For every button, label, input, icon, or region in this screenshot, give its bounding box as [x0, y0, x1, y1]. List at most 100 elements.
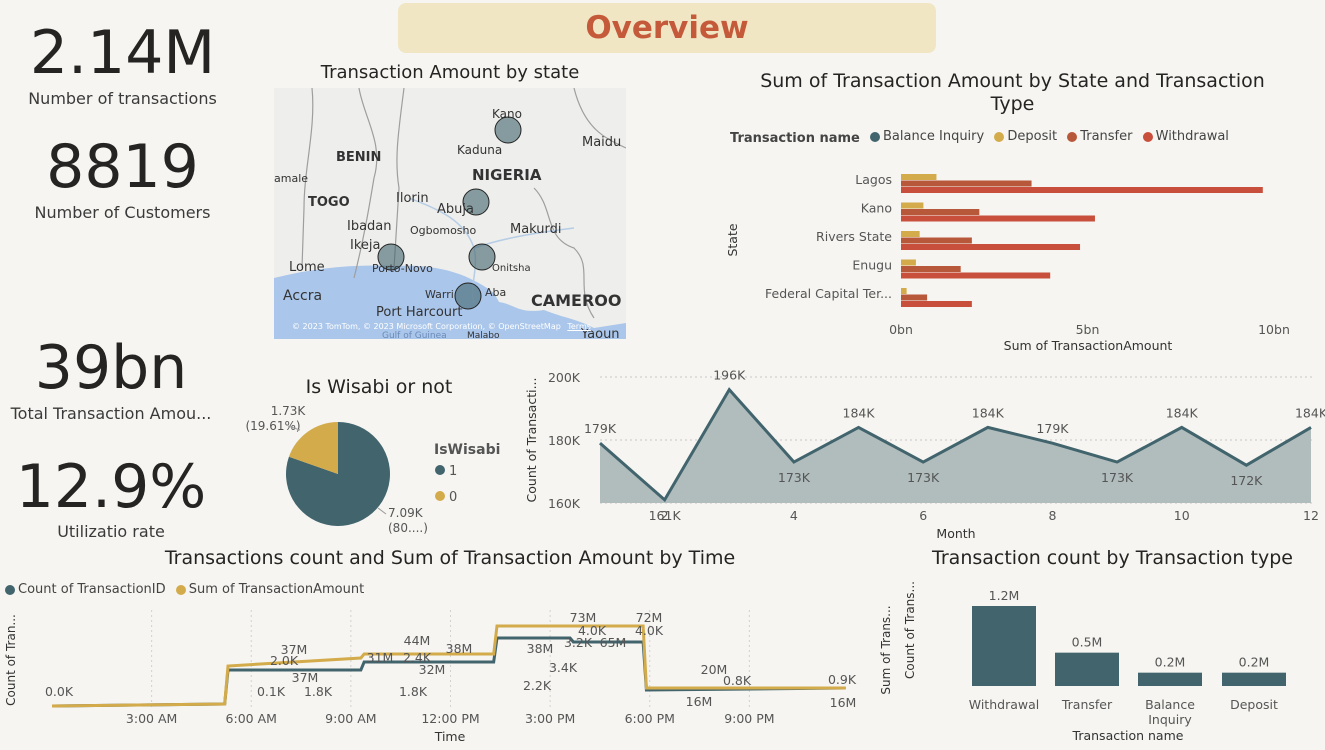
legend-count[interactable]: Count of TransactionID — [5, 582, 166, 597]
time-xlabel: Time — [434, 729, 466, 744]
map-bubble-2[interactable] — [377, 243, 405, 271]
bar-h-title: Sum of Transaction Amount by State and T… — [740, 70, 1285, 116]
map-label-23: Yaoun — [580, 327, 620, 339]
map-bubble-1[interactable] — [462, 188, 490, 216]
legend-dot-sum — [175, 584, 186, 595]
month-xtick: 12 — [1303, 508, 1319, 523]
kpi-utilization-value: 12.9% — [15, 452, 207, 522]
map-bubble-3[interactable] — [468, 243, 496, 271]
time-data-label: 0.1K — [257, 684, 286, 699]
time-series-line — [51, 624, 846, 708]
time-data-label: 1.8K — [399, 684, 428, 699]
map-label-1: Kaduna — [457, 143, 502, 157]
time-data-label: 4.0K — [578, 623, 607, 638]
month-xtick: 4 — [790, 508, 798, 523]
map-label-17: Warri — [425, 288, 454, 301]
legend-dot-balance — [870, 131, 881, 142]
bar-h-tick: 10bn — [1258, 322, 1290, 337]
bar-h-bar[interactable] — [901, 272, 1051, 279]
bar-h-category-label: Kano — [861, 201, 892, 216]
map-copyright: © 2023 TomTom, © 2023 Microsoft Corporat… — [292, 322, 591, 331]
type-xlabel: Transaction name — [1072, 728, 1184, 743]
bar-h-bar[interactable] — [901, 202, 924, 209]
type-bar[interactable] — [972, 606, 1036, 686]
bar-h-category-label: Enugu — [852, 258, 892, 273]
time-data-label: 0.8K — [723, 673, 752, 688]
bar-h-bar[interactable] — [901, 301, 972, 307]
month-ytick: 180K — [548, 433, 581, 448]
bar-h-title-text: Sum of Transaction Amount by State and T… — [760, 70, 1265, 115]
map-label-9: Ogbomosho — [410, 224, 477, 237]
pie-legend-1: 1 — [449, 464, 457, 479]
time-data-label: 38M — [527, 641, 554, 656]
bar-h-bar[interactable] — [901, 294, 928, 301]
legend-transfer-label: Transfer — [1080, 129, 1133, 144]
bar-h-bar[interactable] — [901, 180, 1032, 187]
type-bar-chart[interactable]: 1.2M 0.5M 0.2M 0.2M Withdrawal Transfer Balanc… — [895, 575, 1325, 750]
type-bar[interactable] — [1138, 672, 1202, 686]
pie-legend-0: 0 — [449, 490, 457, 505]
map-label-2: NIGERIA — [472, 166, 542, 184]
type-xtick: Transfer — [1061, 697, 1113, 712]
map-label-7: Ilorin — [396, 191, 429, 206]
pie-chart[interactable]: 1.73K(19.61%) 7.09K(80....) IsWisabi 1 0 — [230, 400, 530, 540]
pie-legend-dot-0 — [435, 491, 445, 501]
map-label-18: Aba — [485, 286, 506, 299]
map-visual[interactable]: Kano Kaduna NIGERIA Maidu BENIN amale TOGO Ilor… — [274, 88, 626, 339]
month-data-label: 173K — [778, 470, 811, 485]
time-line-chart[interactable]: 3:00 AM 6:00 AM 9:00 AM 12:00 PM 3:00 PM 6:00… — [0, 600, 925, 750]
month-xlabel: Month — [936, 526, 975, 541]
bar-h-bar[interactable] — [901, 266, 961, 272]
legend-withdrawal[interactable]: Withdrawal — [1142, 129, 1229, 144]
map-bubble-4[interactable] — [454, 282, 482, 310]
type-xtick-line2: Inquiry — [1148, 712, 1192, 727]
time-data-label: 44M — [404, 633, 431, 648]
map-bubble-0[interactable] — [494, 116, 522, 144]
month-data-label: 184K — [1166, 405, 1199, 420]
map-label-3: Maidu — [582, 135, 621, 150]
map-label-21: Gulf of Guinea — [382, 331, 447, 339]
bar-h-chart[interactable]: Lagos Kano Rivers State Enugu Federal Capita… — [720, 160, 1300, 360]
month-data-label: 173K — [907, 470, 940, 485]
bar-h-bar[interactable] — [901, 174, 937, 180]
bar-h-category-label: Rivers State — [816, 229, 892, 244]
type-title: Transaction count by Transaction type — [932, 547, 1293, 569]
bar-h-bar[interactable] — [901, 187, 1263, 193]
type-bar[interactable] — [1222, 672, 1286, 686]
bar-h-bar[interactable] — [901, 237, 972, 244]
legend-transfer[interactable]: Transfer — [1067, 129, 1132, 144]
bar-h-legend: Transaction name Balance Inquiry Deposit… — [730, 129, 1235, 146]
time-data-label: 72M — [636, 610, 663, 625]
map-label-12: Ikeja — [350, 238, 380, 253]
type-bar[interactable] — [1055, 652, 1119, 686]
pie-slice-0[interactable] — [288, 422, 338, 474]
map-label-6: TOGO — [308, 195, 350, 210]
bar-h-bar[interactable] — [901, 209, 980, 215]
bar-h-bar[interactable] — [901, 215, 1095, 222]
legend-balance-inquiry[interactable]: Balance Inquiry — [870, 129, 984, 144]
time-data-label: 31M — [367, 650, 394, 665]
time-data-label: 65M — [600, 635, 627, 650]
bar-h-bar[interactable] — [901, 244, 1081, 250]
month-ylabel: Count of Transacti... — [524, 378, 539, 503]
legend-deposit[interactable]: Deposit — [994, 129, 1057, 144]
legend-sum[interactable]: Sum of TransactionAmount — [175, 582, 364, 597]
bar-h-category-label: Lagos — [855, 172, 892, 187]
map-label-5: amale — [274, 172, 308, 185]
pie-label-big: 7.09K — [388, 506, 424, 520]
time-data-label: 16M — [830, 695, 857, 710]
bar-h-bar[interactable] — [901, 288, 907, 294]
month-area-chart[interactable]: 200K 180K 160K 179K 161K 196K 173K 184K 173K 184K… — [520, 360, 1325, 545]
map-label-10: Makurdi — [510, 222, 562, 237]
bar-h-bar[interactable] — [901, 259, 916, 266]
bar-h-bar[interactable] — [901, 231, 920, 237]
type-xtick: Withdrawal — [969, 697, 1039, 712]
map-terms-link[interactable]: Terms — [567, 322, 591, 331]
time-data-label: 1.8K — [304, 684, 333, 699]
map-label-15: Onitsha — [492, 263, 531, 274]
month-data-label: 173K — [1101, 470, 1134, 485]
time-data-label: 0.9K — [828, 672, 857, 687]
legend-dot-transfer — [1067, 131, 1078, 142]
